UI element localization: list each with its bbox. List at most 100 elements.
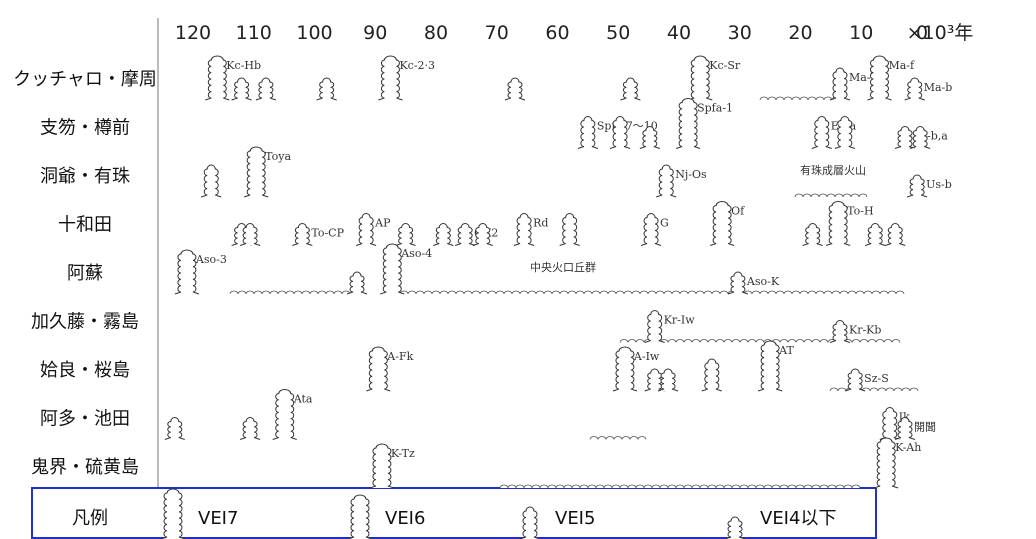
tephra-label: Kr-Iw xyxy=(664,314,696,327)
tephra-label: Rd xyxy=(533,217,548,230)
tephra-label: Ma-f xyxy=(888,59,915,72)
eruption-plume xyxy=(174,249,200,295)
eruption-plume xyxy=(639,126,660,149)
x-tick-label: 110 xyxy=(236,22,272,44)
eruption-plume xyxy=(709,201,735,246)
volcano-name: 鬼界・硫黄島 xyxy=(31,457,139,478)
x-tick-label: 50 xyxy=(606,22,630,44)
low-cloud xyxy=(229,290,351,295)
low-cloud xyxy=(619,339,901,343)
legend-label: VEI4以下 xyxy=(760,508,836,529)
x-tick-label: 90 xyxy=(363,22,387,44)
eruption-plume xyxy=(885,223,906,246)
eruption-plume xyxy=(829,320,851,343)
eruption-plume xyxy=(675,98,701,149)
x-tick-label: 100 xyxy=(296,22,332,44)
eruption-plume xyxy=(205,55,230,101)
tephra-label: Ik xyxy=(899,411,910,424)
eruption-plume xyxy=(727,271,749,295)
x-tick-label: 30 xyxy=(728,22,752,44)
low-cloud xyxy=(499,484,861,489)
legend-label: VEI5 xyxy=(555,508,595,529)
tephra-label: Ma-l xyxy=(849,71,875,84)
x-tick-label: 80 xyxy=(424,22,448,44)
eruption-plume xyxy=(826,201,851,246)
tephra-label: Nj-Os xyxy=(675,168,707,181)
tephra-label: AP xyxy=(374,217,391,230)
eruption-plume xyxy=(346,271,368,295)
tephra-label: To-H xyxy=(847,205,873,218)
volcano-name: 姶良・桜島 xyxy=(40,360,130,381)
tephra-label: Toya xyxy=(265,150,291,163)
eruption-plume xyxy=(316,77,337,101)
eruption-plume xyxy=(378,55,403,101)
eruption-plume xyxy=(504,77,526,101)
volcano-name: 加久藤・霧島 xyxy=(31,312,139,333)
x-tick-label: 40 xyxy=(667,22,691,44)
eruption-plume xyxy=(255,77,277,101)
tephra-label: Spfa-7～10 xyxy=(597,120,658,133)
axis-unit: ×10³年 xyxy=(907,22,974,44)
eruption-plume xyxy=(366,346,391,392)
x-tick-label: 10 xyxy=(849,22,873,44)
eruption-plume xyxy=(577,116,599,149)
tephra-label: 開聞 xyxy=(914,421,936,434)
low-cloud xyxy=(829,387,919,392)
eruption-plume xyxy=(519,506,541,539)
eruption-plume xyxy=(380,243,405,295)
tephra-label: Kc-Sr xyxy=(709,59,741,72)
tephra-label: G xyxy=(660,217,669,230)
tephra-label: Us-b xyxy=(926,178,952,191)
eruption-plume xyxy=(811,116,832,149)
eruption-plume xyxy=(701,358,722,392)
eruption-plume xyxy=(724,516,746,539)
eruption-plume xyxy=(865,223,886,246)
eruption-plume xyxy=(873,437,899,489)
low-cloud xyxy=(759,96,841,101)
tephra-label: Aso-4 xyxy=(400,247,432,260)
eruption-plume xyxy=(609,116,631,149)
x-tick-label: 60 xyxy=(545,22,569,44)
eruption-plume xyxy=(369,443,395,489)
tephra-label: Kc-2·3 xyxy=(399,59,435,72)
eruption-plume xyxy=(657,368,679,392)
volcano-name: 支笏・樽前 xyxy=(40,118,130,139)
eruption-plume xyxy=(239,223,261,246)
eruption-plume xyxy=(910,126,931,149)
eruption-plume xyxy=(513,213,535,246)
eruption-plume xyxy=(355,213,377,246)
eruption-plume xyxy=(612,346,638,392)
volcano-name: 洞爺・有珠 xyxy=(40,166,130,187)
legend-box xyxy=(31,487,877,539)
eruption-plume xyxy=(845,368,866,392)
tephra-label: A-Iw xyxy=(633,350,660,363)
eruption-plume xyxy=(906,174,928,198)
tephra-label: Kc-Hb xyxy=(226,59,261,72)
eruption-plume xyxy=(757,340,783,392)
eruption-plume xyxy=(644,310,665,343)
tephra-label: AT xyxy=(778,344,794,357)
eruption-plume xyxy=(894,417,916,440)
x-tick-label: 20 xyxy=(788,22,812,44)
x-tick-label: 70 xyxy=(485,22,509,44)
eruption-plume xyxy=(656,164,677,198)
tephra-label: K-Ah xyxy=(895,441,921,454)
eruption-plume xyxy=(395,223,416,246)
row-note: 有珠成層火山 xyxy=(800,163,866,177)
eruption-plume xyxy=(640,213,662,246)
eruption-plume xyxy=(201,164,222,198)
legend-label: VEI6 xyxy=(385,508,425,529)
eruption-plume xyxy=(620,77,641,101)
tephra-label: Sz-S xyxy=(864,372,889,385)
tephra-label: Spfa-1 xyxy=(697,102,733,115)
eruption-plume xyxy=(455,223,476,246)
tephra-label: Kr-Kb xyxy=(849,324,881,337)
eruption-plume xyxy=(894,126,916,149)
x-tick-label: 120 xyxy=(175,22,211,44)
volcano-name: クッチャロ・摩周 xyxy=(13,69,157,90)
eruption-plume xyxy=(160,488,186,539)
eruption-plume xyxy=(867,55,892,101)
tephra-label: Aso-K xyxy=(746,275,780,288)
eruption-plume xyxy=(433,223,454,246)
eruption-plume xyxy=(879,407,900,440)
